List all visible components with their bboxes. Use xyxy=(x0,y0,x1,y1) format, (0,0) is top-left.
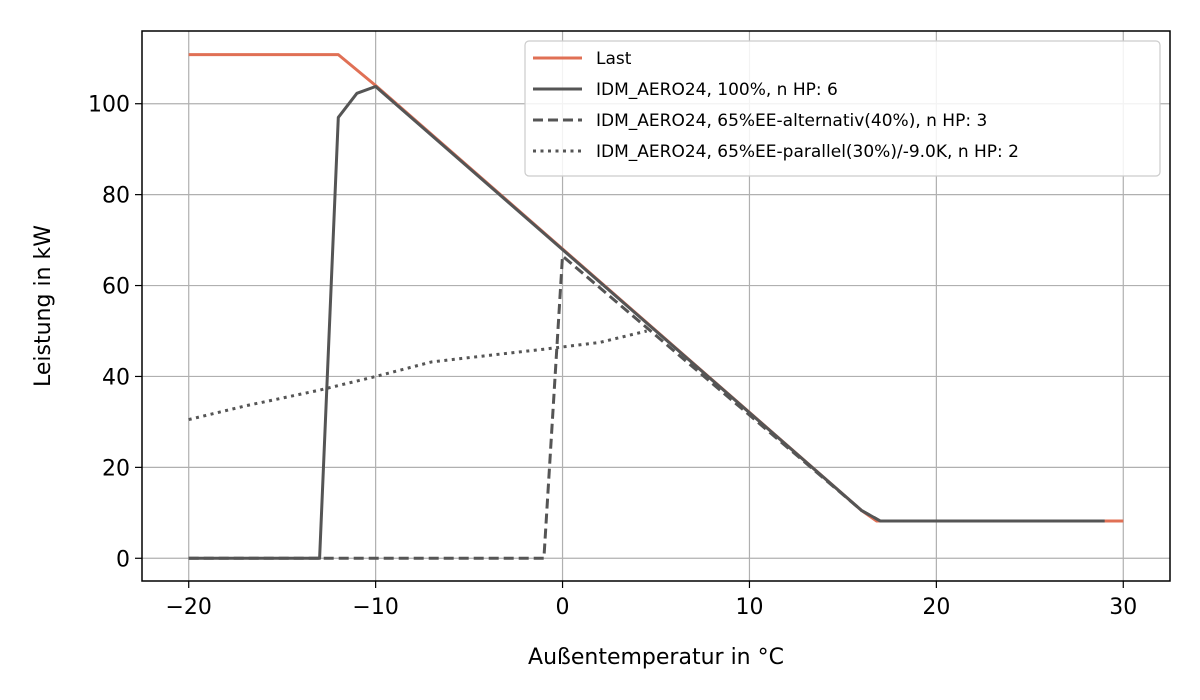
y-axis-label: Leistung in kW xyxy=(31,225,56,387)
y-tick-label: 60 xyxy=(102,275,130,300)
y-tick-label: 80 xyxy=(102,184,130,209)
series-layer xyxy=(188,53,1124,560)
x-axis-label: Außentemperatur in °C xyxy=(528,645,784,670)
legend-label-2: IDM_AERO24, 65%EE-alternativ(40%), n HP:… xyxy=(596,111,987,131)
x-tick-label: −10 xyxy=(352,595,398,620)
legend-label-0: Last xyxy=(596,49,632,69)
legend-label-3: IDM_AERO24, 65%EE-parallel(30%)/-9.0K, n… xyxy=(596,142,1019,162)
x-tick-label: −20 xyxy=(166,595,212,620)
x-tick-label: 10 xyxy=(735,595,763,620)
series-line-3 xyxy=(188,329,648,422)
x-tick-label: 20 xyxy=(922,595,950,620)
y-tick-label: 100 xyxy=(88,93,130,118)
plot-frame xyxy=(141,30,1171,582)
y-tick-label: 0 xyxy=(116,547,130,572)
legend-label-1: IDM_AERO24, 100%, n HP: 6 xyxy=(596,80,838,100)
y-tick-label: 40 xyxy=(102,365,130,390)
axis-ticks: −20 −10 0 10 20 30 0 20 40 60 80 100 xyxy=(88,93,1137,620)
legend: Last IDM_AERO24, 100%, n HP: 6 IDM_AERO24,… xyxy=(524,40,1161,177)
y-tick-label: 20 xyxy=(102,456,130,481)
x-tick-label: 30 xyxy=(1109,595,1137,620)
x-tick-label: 0 xyxy=(556,595,570,620)
legend-box xyxy=(524,40,1161,177)
